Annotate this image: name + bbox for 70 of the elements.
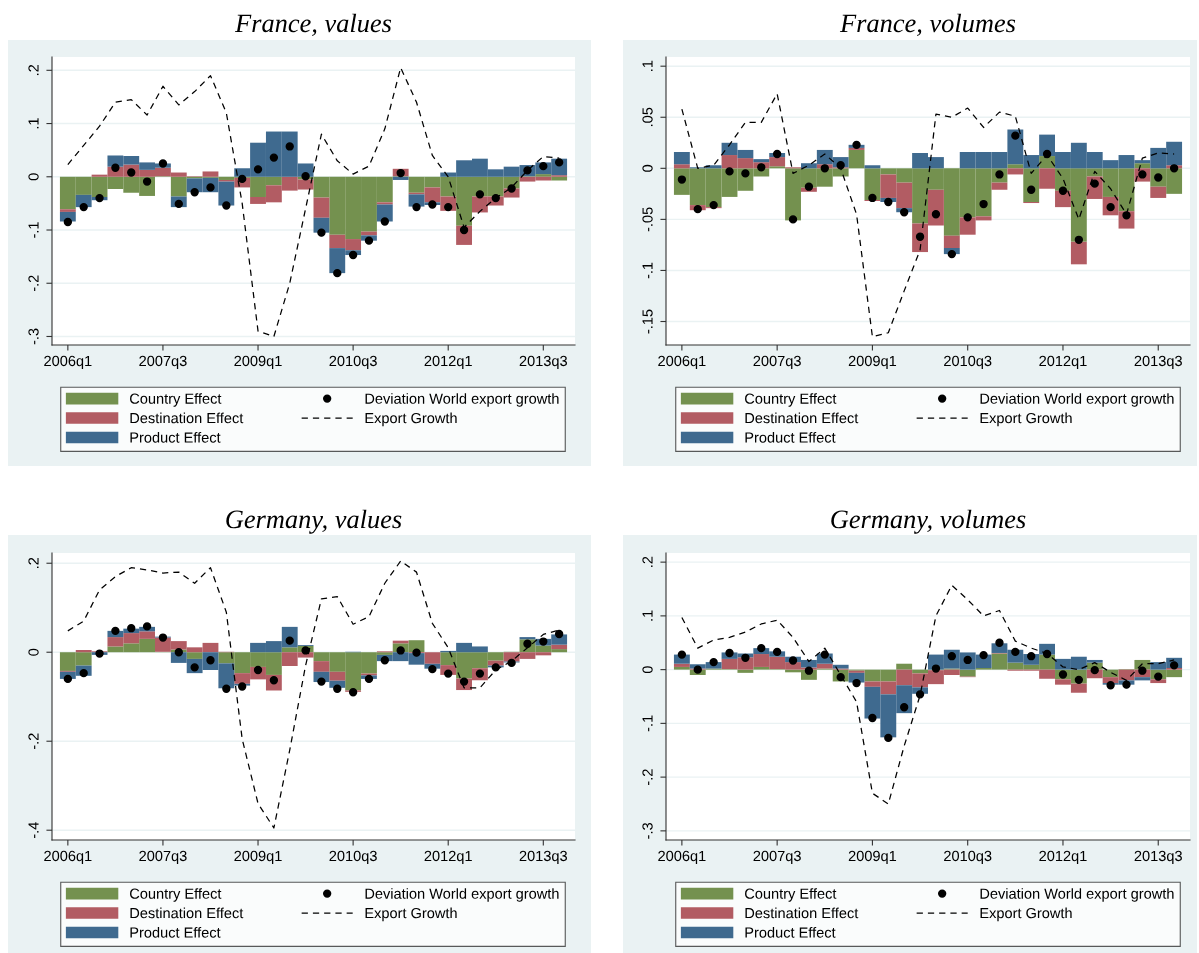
legend-label: Country Effect xyxy=(130,888,222,902)
legend-label: Country Effect xyxy=(745,393,837,407)
legend-label: Export Growth xyxy=(365,907,457,922)
x-tick-label: 2006q1 xyxy=(658,850,706,865)
y-tick-label: -.3 xyxy=(28,328,39,345)
y-tick-label: .1 xyxy=(28,118,39,129)
x-tick-label: 2010q3 xyxy=(329,850,377,865)
legend-label: Destination Effect xyxy=(130,412,244,424)
y-tick-label: -.2 xyxy=(28,275,39,292)
x-tick-label: 2009q1 xyxy=(234,355,282,370)
chart-title: France, volumes xyxy=(839,13,1016,37)
y-tick-label: .2 xyxy=(28,64,39,76)
y-tick-label: 0 xyxy=(642,666,653,674)
chart-title: France, values xyxy=(234,13,392,37)
x-tick-label: 2007q3 xyxy=(753,850,801,865)
y-tick-label: .1 xyxy=(642,610,653,621)
x-tick-label: 2012q1 xyxy=(424,850,472,865)
x-tick-label: 2010q3 xyxy=(944,355,992,370)
legend-label: Destination Effect xyxy=(745,907,859,919)
chart-title: Germany, volumes xyxy=(831,509,1026,534)
legend-label: Deviation World export growth xyxy=(365,888,559,902)
x-tick-label: 2006q1 xyxy=(44,355,92,370)
x-tick-label: 2012q1 xyxy=(1039,355,1087,370)
x-tick-label: 2010q3 xyxy=(944,850,992,865)
y-tick-label: 0 xyxy=(642,164,653,172)
legend-label: Product Effect xyxy=(745,926,836,938)
x-tick-label: 2009q1 xyxy=(234,850,282,865)
x-tick-label: 2009q1 xyxy=(848,355,897,370)
x-tick-label: 2013q3 xyxy=(1134,355,1182,370)
x-tick-label: 2006q1 xyxy=(658,355,706,370)
x-tick-label: 2009q1 xyxy=(848,850,897,865)
legend-label: Country Effect xyxy=(130,393,222,407)
y-tick-label: -.1 xyxy=(642,262,653,279)
legend-label: Country Effect xyxy=(745,888,837,902)
y-tick-label: -.15 xyxy=(642,309,653,334)
x-tick-label: 2013q3 xyxy=(519,850,567,865)
legend-label: Product Effect xyxy=(130,926,221,938)
legend-label: Product Effect xyxy=(745,431,836,443)
legend-label: Export Growth xyxy=(980,907,1072,922)
legend-label: Deviation World export growth xyxy=(365,393,559,407)
y-tick-label: -.1 xyxy=(28,222,39,238)
y-tick-label: -.4 xyxy=(28,822,39,839)
legend-label: Deviation World export growth xyxy=(980,393,1174,407)
legend-label: Export Growth xyxy=(980,412,1072,427)
y-tick-label: .1 xyxy=(642,60,653,71)
x-tick-label: 2007q3 xyxy=(139,850,187,865)
chart-title: Germany, values xyxy=(226,509,402,534)
x-tick-label: 2013q3 xyxy=(1134,850,1182,865)
x-tick-label: 2012q1 xyxy=(424,355,472,370)
y-tick-label: .2 xyxy=(642,556,653,567)
y-tick-label: -.05 xyxy=(642,207,653,232)
y-tick-label: .05 xyxy=(642,107,653,127)
x-tick-label: 2006q1 xyxy=(44,850,92,865)
y-tick-label: -.1 xyxy=(642,715,653,732)
y-tick-label: .2 xyxy=(28,557,39,568)
legend-label: Product Effect xyxy=(130,431,221,443)
x-tick-label: 2007q3 xyxy=(139,355,187,370)
legend-label: Deviation World export growth xyxy=(980,888,1174,902)
x-tick-label: 2010q3 xyxy=(329,355,377,370)
y-tick-label: -.2 xyxy=(28,733,39,750)
y-tick-label: -.2 xyxy=(642,769,653,785)
y-tick-label: 0 xyxy=(28,173,39,181)
x-tick-label: 2007q3 xyxy=(753,355,801,370)
legend-label: Export Growth xyxy=(365,412,457,427)
x-tick-label: 2013q3 xyxy=(519,355,567,370)
legend-label: Destination Effect xyxy=(130,907,244,919)
x-tick-label: 2012q1 xyxy=(1039,850,1087,865)
y-tick-label: -.3 xyxy=(642,822,653,839)
legend-label: Destination Effect xyxy=(745,412,859,424)
y-tick-label: 0 xyxy=(28,648,39,656)
